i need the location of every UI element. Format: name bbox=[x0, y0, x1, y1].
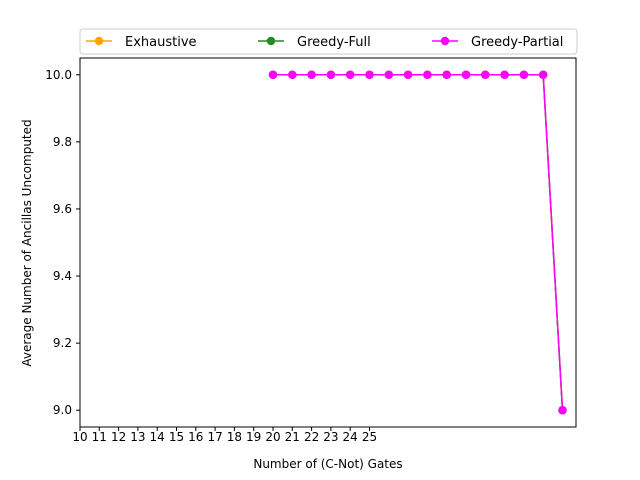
x-tick-label: 19 bbox=[246, 430, 261, 444]
y-tick-label: 9.4 bbox=[53, 269, 72, 283]
plot-area: 10 11 12 13 14 15 16 17 18 19 20 21 22 23 24 25 9.0 9.2 9.… bbox=[45, 57, 577, 444]
data-point bbox=[461, 70, 471, 79]
x-tick-label: 21 bbox=[285, 430, 300, 444]
data-point bbox=[345, 70, 355, 79]
x-tick-label: 24 bbox=[343, 430, 358, 444]
data-point bbox=[268, 70, 278, 79]
data-point bbox=[365, 70, 374, 79]
data-point bbox=[500, 70, 509, 79]
legend-label: Greedy-Full bbox=[297, 35, 371, 50]
y-tick-label: 9.8 bbox=[53, 135, 72, 149]
y-tick-label: 9.0 bbox=[53, 403, 72, 417]
legend-label: Exhaustive bbox=[125, 35, 197, 50]
legend: Exhaustive Greedy-Full Greedy-Partial bbox=[79, 28, 578, 55]
x-tick-label: 17 bbox=[207, 430, 222, 444]
x-tick-label: 25 bbox=[362, 430, 377, 444]
data-point bbox=[442, 70, 451, 79]
data-point bbox=[288, 70, 297, 79]
data-point bbox=[403, 70, 413, 79]
x-tick-label: 10 bbox=[72, 430, 87, 444]
data-point bbox=[538, 70, 548, 79]
legend-frame bbox=[79, 28, 578, 55]
x-tick-label: 22 bbox=[304, 430, 319, 444]
x-tick-label: 20 bbox=[265, 430, 280, 444]
y-tick-label: 9.2 bbox=[53, 336, 72, 350]
data-point bbox=[481, 70, 490, 79]
x-axis-label: Number of (C-Not) Gates bbox=[253, 457, 402, 471]
x-tick-label: 14 bbox=[150, 430, 165, 444]
x-tick-label: 11 bbox=[92, 430, 107, 444]
x-tick-label: 16 bbox=[188, 430, 203, 444]
legend-label: Greedy-Partial bbox=[471, 35, 563, 50]
legend-marker bbox=[266, 36, 276, 46]
data-point bbox=[326, 70, 336, 79]
series-line-2 bbox=[272, 74, 564, 411]
data-point bbox=[384, 70, 393, 79]
x-tick-label: 13 bbox=[130, 430, 145, 444]
x-tick-label: 15 bbox=[169, 430, 184, 444]
data-point bbox=[307, 70, 316, 79]
y-tick-label: 9.6 bbox=[53, 202, 72, 216]
x-tick-label: 18 bbox=[227, 430, 242, 444]
y-tick-label: 10.0 bbox=[45, 68, 72, 82]
data-point bbox=[423, 70, 432, 79]
axes-frame bbox=[79, 57, 577, 428]
legend-marker bbox=[440, 36, 450, 46]
y-axis-label: Average Number of Ancillas Uncomputed bbox=[20, 119, 34, 366]
x-tick-label: 23 bbox=[323, 430, 338, 444]
legend-marker bbox=[94, 36, 104, 46]
x-tick-label: 12 bbox=[111, 430, 126, 444]
data-point bbox=[519, 70, 529, 79]
data-point bbox=[558, 406, 567, 415]
